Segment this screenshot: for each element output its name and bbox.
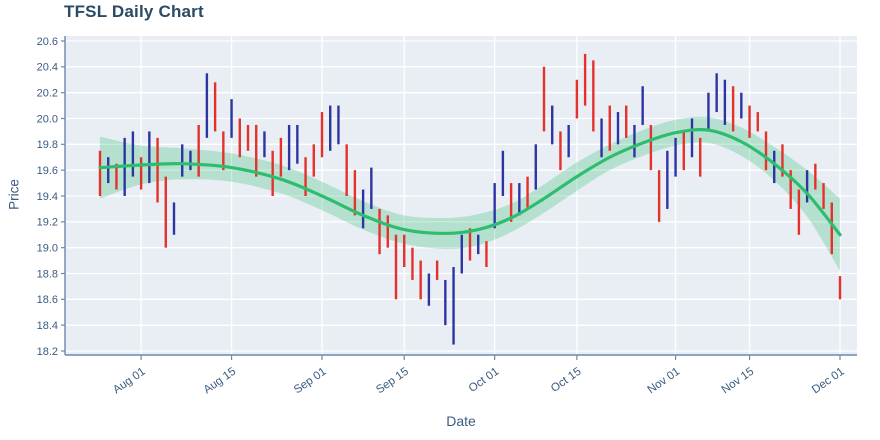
svg-text:18.4: 18.4 [37, 320, 58, 332]
svg-text:19.0: 19.0 [37, 242, 58, 254]
svg-text:Aug 15: Aug 15 [202, 366, 239, 397]
svg-text:19.4: 19.4 [37, 191, 58, 203]
svg-text:20.4: 20.4 [37, 62, 58, 74]
svg-text:Oct 15: Oct 15 [549, 366, 584, 395]
svg-text:18.2: 18.2 [37, 346, 58, 358]
axis-lines [61, 36, 857, 360]
svg-text:19.6: 19.6 [37, 165, 58, 177]
x-axis-label: Date [446, 413, 476, 429]
svg-text:Nov 15: Nov 15 [720, 366, 757, 397]
chart-title: TFSL Daily Chart [64, 2, 204, 21]
svg-text:19.2: 19.2 [37, 217, 58, 229]
svg-text:Aug 01: Aug 01 [111, 366, 148, 397]
svg-text:20.2: 20.2 [37, 87, 58, 99]
svg-text:20.0: 20.0 [37, 113, 58, 125]
svg-text:Nov 01: Nov 01 [646, 366, 683, 397]
svg-text:18.6: 18.6 [37, 294, 58, 306]
svg-text:20.6: 20.6 [37, 36, 58, 48]
price-bars [98, 53, 842, 345]
svg-text:Oct 01: Oct 01 [467, 366, 502, 395]
svg-text:Sep 15: Sep 15 [374, 366, 411, 397]
y-axis-label: Price [6, 179, 22, 210]
svg-text:19.8: 19.8 [37, 139, 58, 151]
svg-text:18.8: 18.8 [37, 268, 58, 280]
svg-text:Dec 01: Dec 01 [810, 366, 847, 397]
svg-text:Sep 01: Sep 01 [292, 366, 329, 397]
trend-line [98, 127, 842, 237]
